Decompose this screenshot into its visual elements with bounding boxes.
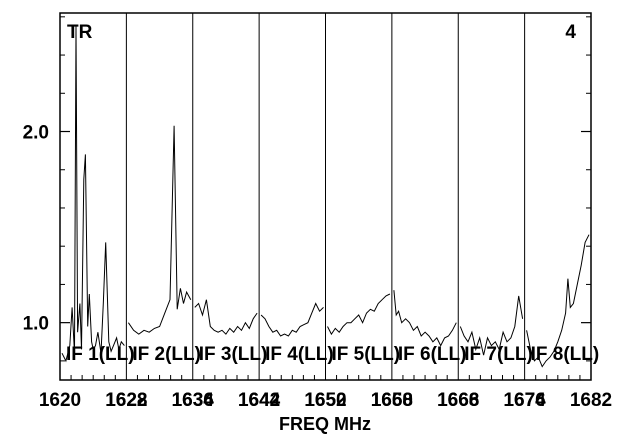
y-tick-label: 2.0 xyxy=(23,123,49,144)
corner-label-left: TR xyxy=(67,22,93,43)
spectrum-trace xyxy=(194,299,258,335)
x-tick-label: 1668 xyxy=(437,390,479,411)
y-tick-label: 1.0 xyxy=(23,314,49,335)
x-tick-label: 1666 xyxy=(437,390,479,411)
spectrum-trace xyxy=(526,234,590,368)
panel-label: IF 4(LL) xyxy=(265,344,334,365)
x-tick-label: 1644 xyxy=(238,390,281,411)
x-tick-label: 1634 xyxy=(172,390,215,411)
spectrum-trace xyxy=(61,26,125,363)
panel-label: IF 8(LL) xyxy=(531,344,600,365)
panel-label: IF 6(LL) xyxy=(398,344,467,365)
spectrum-trace xyxy=(393,290,457,347)
panel-label: IF 2(LL) xyxy=(132,344,201,365)
x-tick-label: 1658 xyxy=(371,390,413,411)
spectrum-trace xyxy=(459,295,524,356)
panel-label: IF 7(LL) xyxy=(464,344,533,365)
x-tick-label: 1620 xyxy=(39,390,81,411)
spectrum-trace xyxy=(327,293,391,336)
panel-label: IF 1(LL) xyxy=(66,344,135,365)
x-tick-label: 1660 xyxy=(371,390,413,411)
panel-label: IF 5(LL) xyxy=(332,344,401,365)
corner-label-right: 4 xyxy=(565,22,576,43)
x-tick-label: 1622 xyxy=(105,390,147,411)
x-tick-label: 1628 xyxy=(105,390,147,411)
spectrum-trace xyxy=(127,125,192,335)
x-axis-label: FREQ MHz xyxy=(279,414,371,434)
spectrum-trace xyxy=(260,302,324,337)
x-tick-label: 1642 xyxy=(238,390,280,411)
x-tick-label: 1652 xyxy=(304,390,346,411)
x-tick-label: 1650 xyxy=(304,390,346,411)
x-tick-label: 1682 xyxy=(570,390,612,411)
x-tick-label: 1674 xyxy=(503,390,546,411)
panel-label: IF 3(LL) xyxy=(199,344,268,365)
x-tick-label: 1676 xyxy=(503,390,545,411)
x-tick-label: 1636 xyxy=(172,390,214,411)
